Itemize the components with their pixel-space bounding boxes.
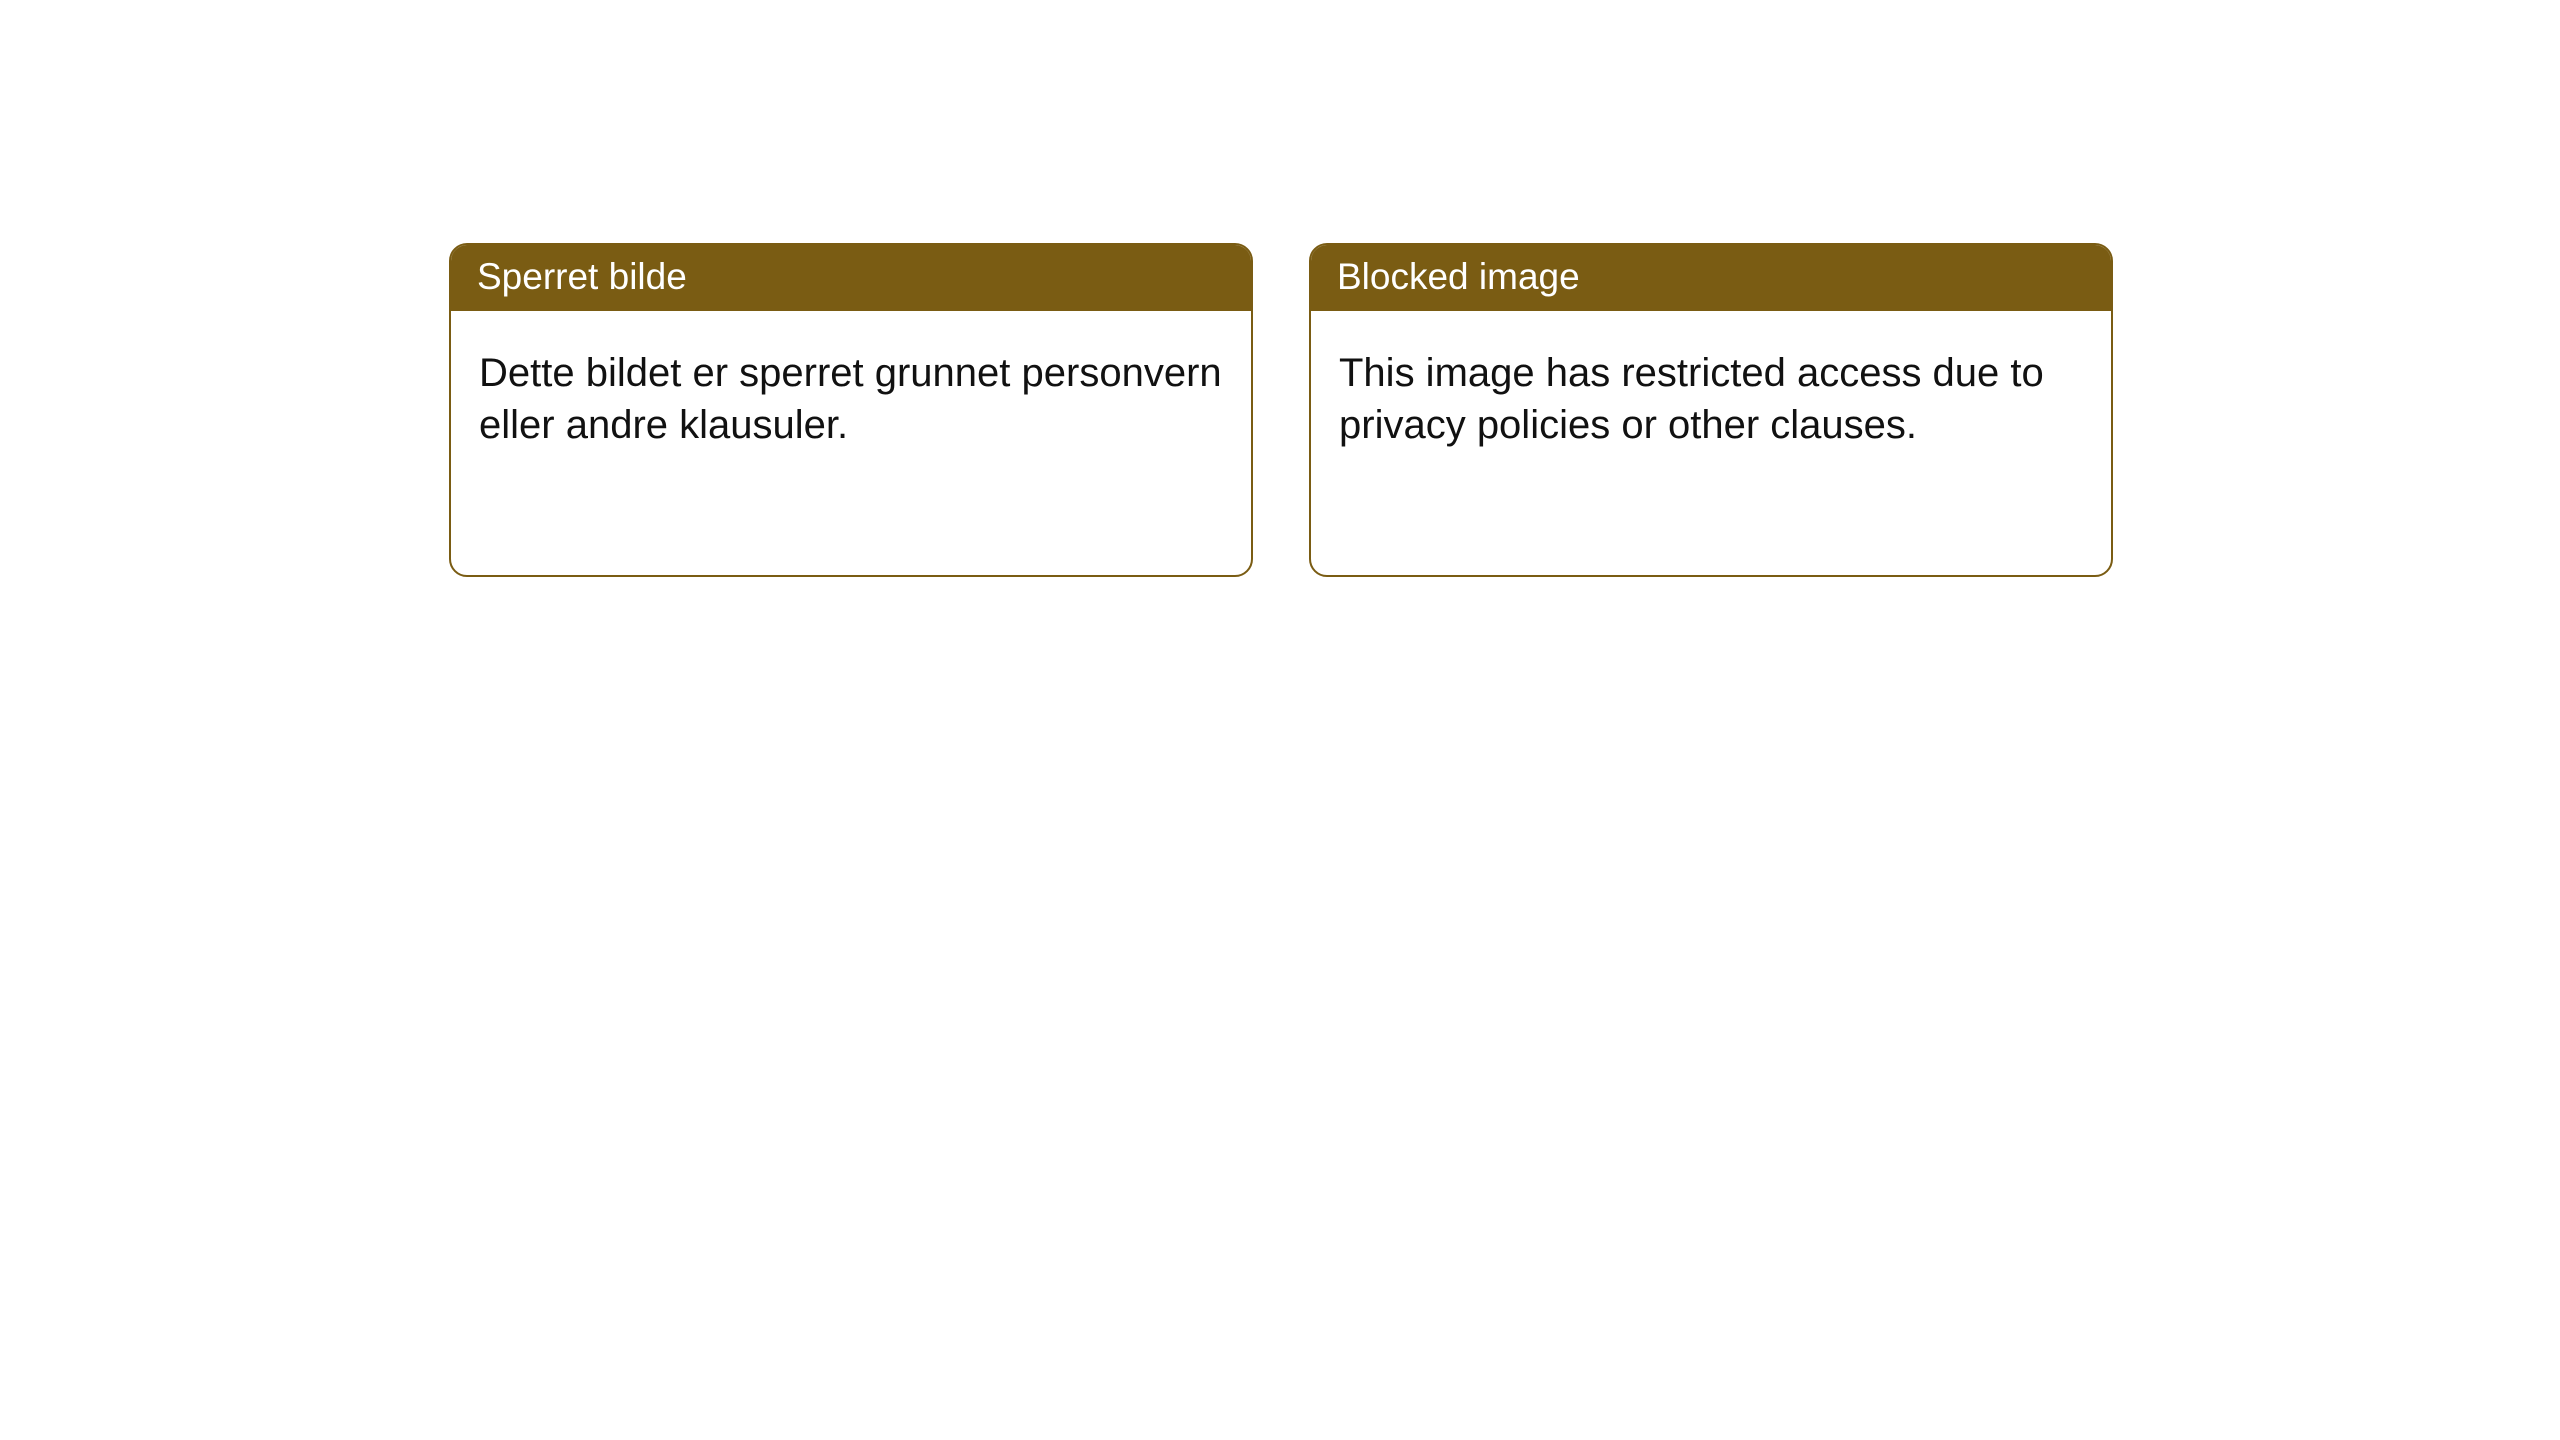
notice-body-text: This image has restricted access due to … [1339,351,2044,447]
notice-header: Blocked image [1311,245,2111,311]
notice-title: Blocked image [1337,256,1580,297]
notice-container: Sperret bilde Dette bildet er sperret gr… [0,0,2560,577]
notice-body-text: Dette bildet er sperret grunnet personve… [479,351,1222,447]
notice-card-english: Blocked image This image has restricted … [1309,243,2113,577]
notice-body: Dette bildet er sperret grunnet personve… [451,311,1251,479]
notice-header: Sperret bilde [451,245,1251,311]
notice-card-norwegian: Sperret bilde Dette bildet er sperret gr… [449,243,1253,577]
notice-title: Sperret bilde [477,256,687,297]
notice-body: This image has restricted access due to … [1311,311,2111,479]
